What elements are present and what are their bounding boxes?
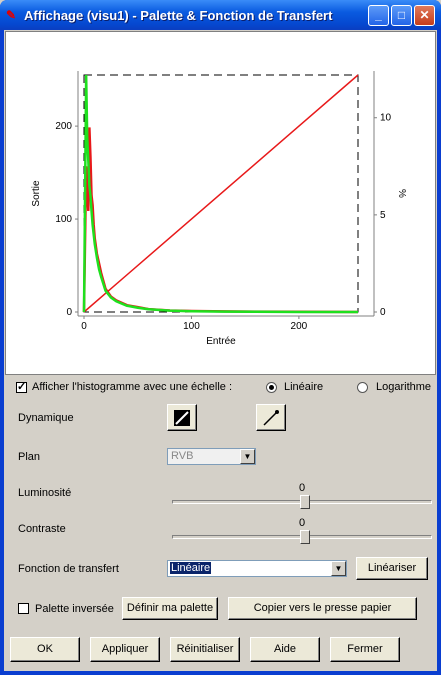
dynamic-pen-button[interactable] bbox=[256, 404, 286, 431]
dynamique-label: Dynamique bbox=[18, 412, 74, 424]
chevron-down-icon: ▼ bbox=[331, 561, 346, 576]
help-button[interactable]: Aide bbox=[250, 637, 320, 662]
close-button[interactable]: ✕ bbox=[414, 5, 435, 26]
luminosite-slider-thumb[interactable] bbox=[300, 495, 310, 509]
contraste-slider-thumb[interactable] bbox=[300, 530, 310, 544]
title-bar[interactable]: ✎ Affichage (visu1) - Palette & Fonction… bbox=[0, 0, 441, 30]
y2-tick-label: 5 bbox=[380, 210, 386, 221]
window-title: Affichage (visu1) - Palette & Fonction d… bbox=[24, 8, 333, 23]
luminosite-label: Luminosité bbox=[18, 487, 72, 499]
y-tick-label: 200 bbox=[55, 121, 72, 132]
x-tick-label: 100 bbox=[183, 321, 200, 332]
plan-select-value: RVB bbox=[171, 450, 194, 462]
minimize-button[interactable]: _ bbox=[368, 5, 389, 26]
apply-button[interactable]: Appliquer bbox=[90, 637, 160, 662]
plan-label: Plan bbox=[18, 451, 41, 463]
dynamic-full-button[interactable] bbox=[167, 404, 197, 431]
y2-tick-label: 0 bbox=[380, 307, 386, 318]
x-tick-label: 0 bbox=[81, 321, 87, 332]
y-tick-label: 100 bbox=[55, 214, 72, 225]
fonction-select-value: Linéaire bbox=[170, 562, 212, 574]
x-tick-label: 200 bbox=[291, 321, 308, 332]
maximize-button[interactable]: □ bbox=[391, 5, 412, 26]
define-palette-button[interactable]: Définir ma palette bbox=[122, 597, 218, 620]
chart-panel: 0 100 200 0 5 10 0 100 200 Entrée Sortie% bbox=[5, 31, 436, 375]
dialog-body: 0 100 200 0 5 10 0 100 200 Entrée Sortie% ✓ Affich… bbox=[4, 30, 437, 671]
x-axis-label: Entrée bbox=[206, 336, 236, 347]
close-dialog-button[interactable]: Fermer bbox=[330, 637, 400, 662]
ok-button[interactable]: OK bbox=[10, 637, 80, 662]
y2-tick-label: 10 bbox=[380, 113, 392, 124]
palette-inverse-checkbox[interactable] bbox=[18, 603, 29, 614]
reset-button[interactable]: Réinitialiser bbox=[170, 637, 240, 662]
series-line-0 bbox=[83, 74, 359, 313]
histogram-label: Afficher l'histogramme avec une échelle … bbox=[32, 381, 232, 393]
y-tick-label: 0 bbox=[66, 307, 72, 318]
app-icon: ✎ bbox=[6, 8, 17, 22]
fonction-label: Fonction de transfert bbox=[18, 563, 119, 575]
series-line-2 bbox=[82, 74, 358, 314]
luminosite-value: 0 bbox=[299, 482, 306, 494]
series-line-1 bbox=[82, 127, 359, 314]
palette-inverse-label: Palette inversée bbox=[35, 603, 114, 615]
dynamic-pen-icon bbox=[263, 410, 279, 426]
dynamic-full-icon bbox=[174, 410, 190, 426]
chevron-down-icon: ▼ bbox=[240, 449, 255, 464]
contraste-label: Contraste bbox=[18, 523, 66, 535]
scale-log-label: Logarithme bbox=[376, 381, 432, 393]
fonction-select[interactable]: Linéaire ▼ bbox=[167, 560, 347, 577]
linearize-button[interactable]: Linéariser bbox=[356, 557, 428, 580]
plan-select[interactable]: RVB ▼ bbox=[167, 448, 256, 465]
scale-log-radio[interactable] bbox=[357, 382, 368, 393]
scale-linear-radio[interactable] bbox=[266, 382, 277, 393]
y2-axis-label: % bbox=[396, 189, 407, 198]
histogram-checkbox[interactable]: ✓ bbox=[16, 381, 27, 393]
scale-linear-label: Linéaire bbox=[284, 381, 324, 393]
copy-clipboard-button[interactable]: Copier vers le presse papier bbox=[228, 597, 417, 620]
contraste-value: 0 bbox=[299, 517, 306, 529]
y-axis-label: Sortie bbox=[31, 180, 42, 207]
